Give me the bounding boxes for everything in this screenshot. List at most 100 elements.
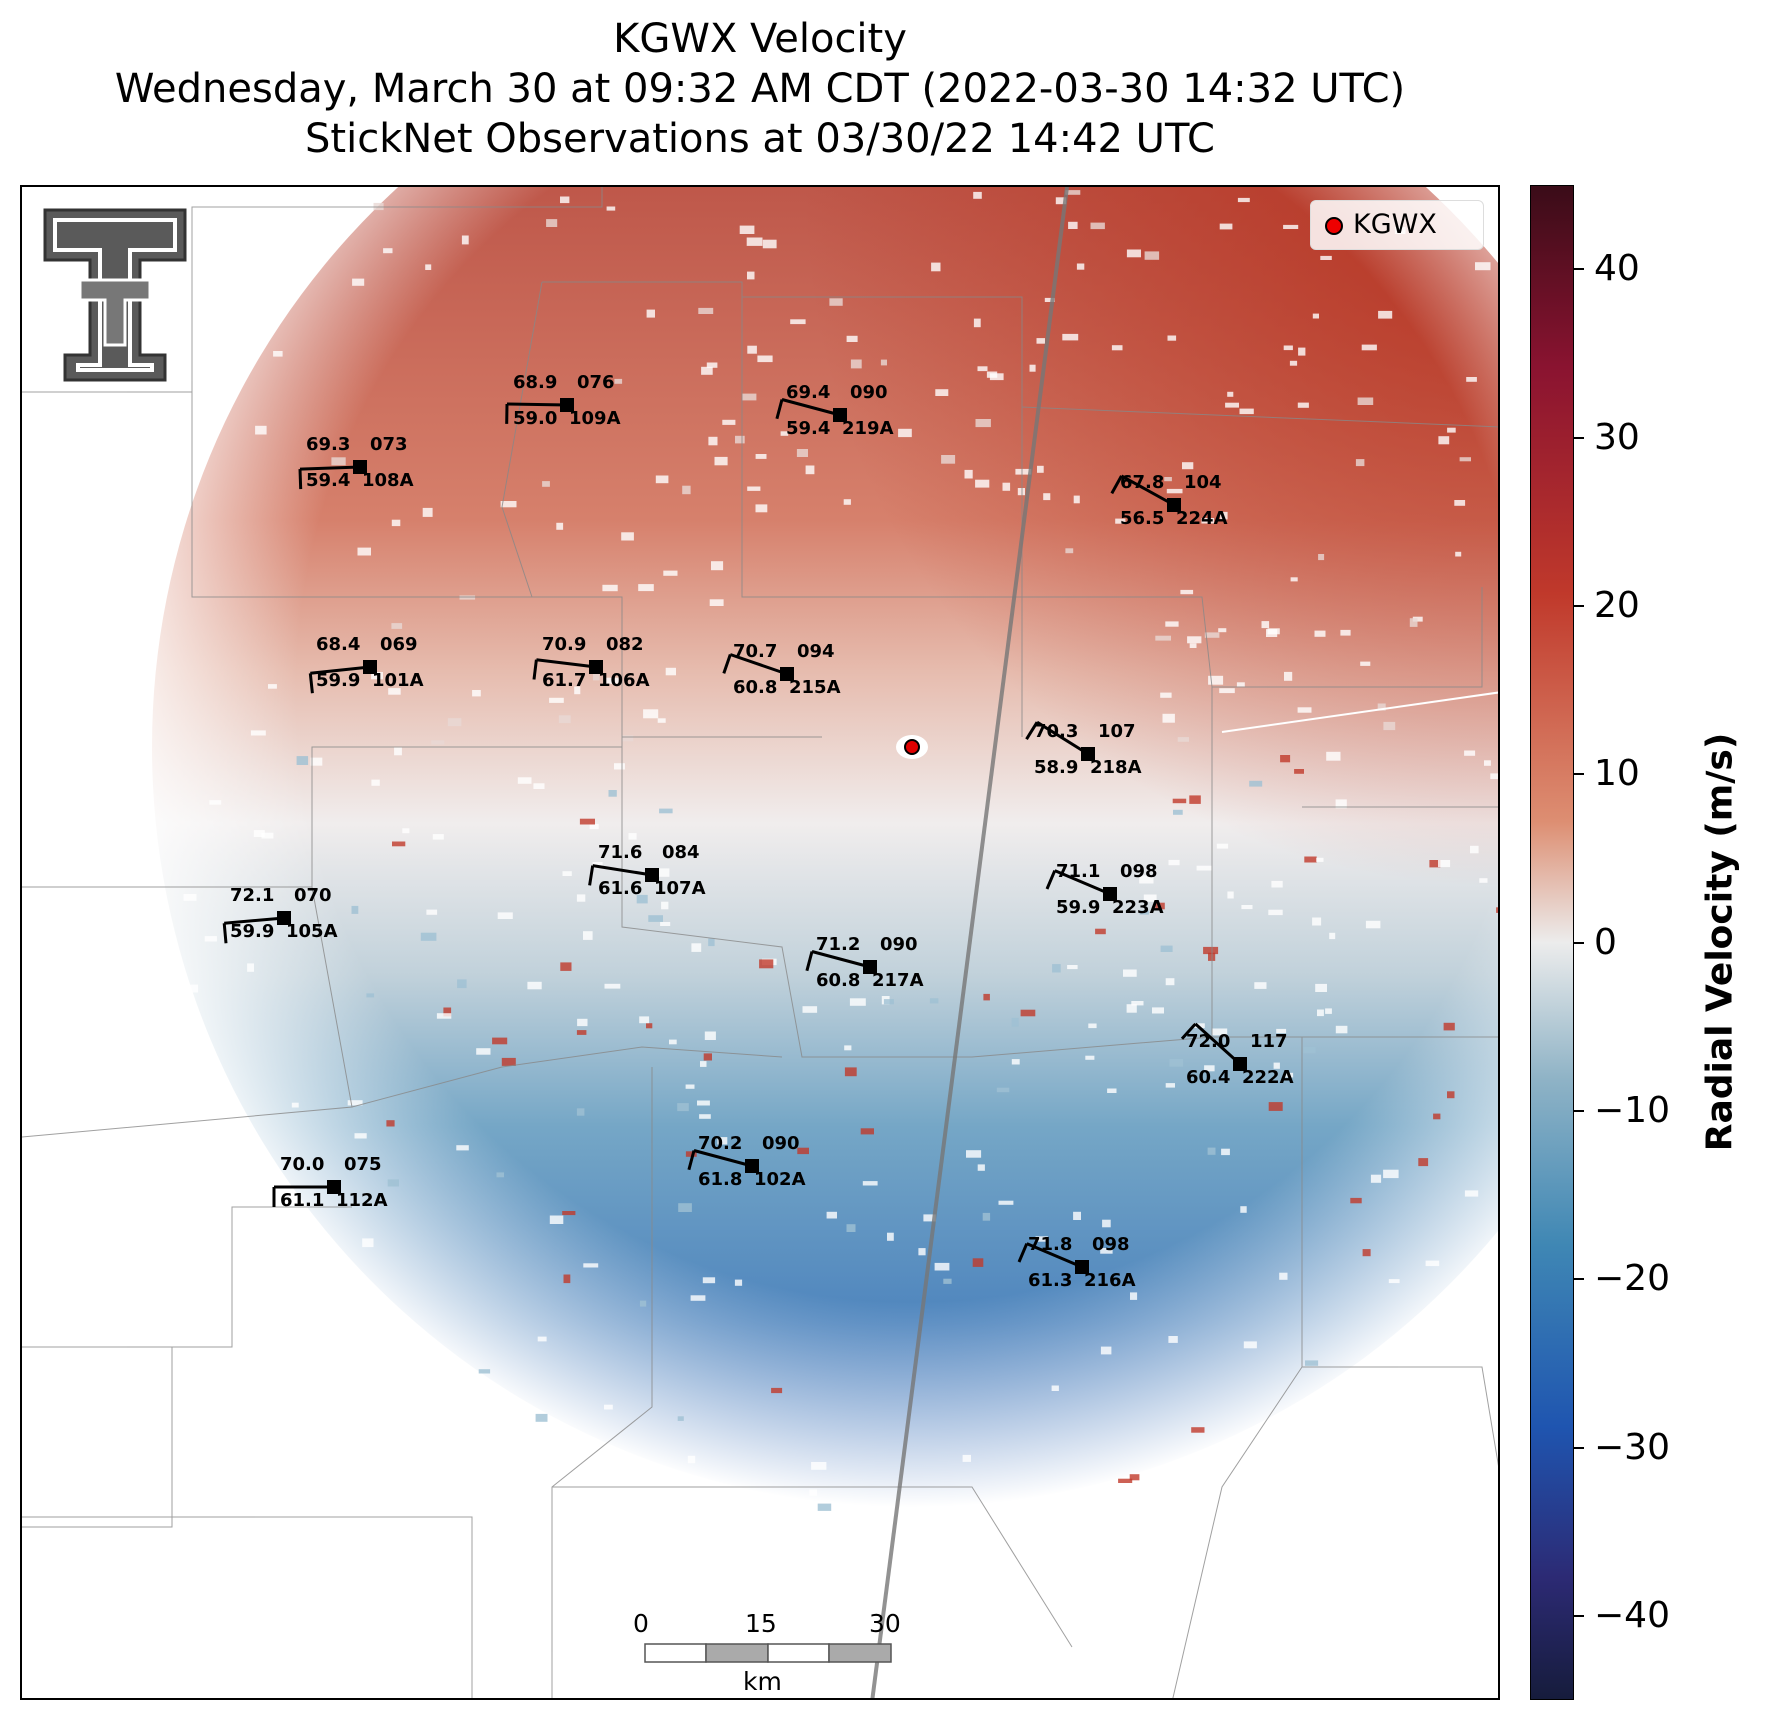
velocity-speckle bbox=[273, 351, 283, 357]
velocity-speckle bbox=[711, 561, 724, 571]
velocity-speckle bbox=[1433, 1113, 1441, 1120]
velocity-speckle bbox=[677, 1416, 684, 1421]
station-id: 219A bbox=[842, 418, 894, 439]
velocity-speckle bbox=[1029, 364, 1036, 372]
velocity-speckle bbox=[703, 1053, 712, 1061]
velocity-speckle bbox=[1067, 965, 1078, 970]
velocity-speckle bbox=[1129, 1474, 1140, 1481]
velocity-speckle bbox=[1155, 902, 1165, 910]
velocity-speckle bbox=[802, 1006, 818, 1013]
velocity-speckle bbox=[1177, 737, 1189, 742]
station-marker bbox=[353, 460, 367, 474]
velocity-speckle bbox=[659, 808, 673, 814]
velocity-speckle bbox=[1418, 1158, 1429, 1167]
velocity-speckle bbox=[1144, 251, 1160, 260]
velocity-speckle bbox=[1484, 760, 1491, 766]
velocity-speckle bbox=[843, 499, 851, 505]
velocity-speckle bbox=[977, 1164, 985, 1171]
radar-map[interactable]: 69.3 073 59.4 108A 68.9 076 59.0 109A 69.4 090 59.… bbox=[20, 185, 1500, 1700]
velocity-speckle bbox=[931, 262, 941, 272]
velocity-speckle bbox=[829, 298, 843, 306]
velocity-speckle bbox=[1168, 1336, 1178, 1343]
wind-barb-staff bbox=[729, 653, 788, 676]
velocity-speckle bbox=[1037, 465, 1044, 473]
velocity-speckle bbox=[742, 393, 757, 401]
wind-barb-staff bbox=[1194, 1022, 1242, 1066]
velocity-speckle bbox=[535, 1413, 548, 1422]
velocity-speckle bbox=[250, 730, 266, 736]
station-dewpoint: 56.5 bbox=[1120, 508, 1165, 529]
velocity-speckle bbox=[1479, 878, 1488, 883]
station-id: 224A bbox=[1176, 508, 1228, 529]
velocity-speckle bbox=[1035, 1236, 1048, 1242]
velocity-speckle bbox=[1221, 1148, 1230, 1156]
velocity-speckle bbox=[1065, 548, 1074, 554]
velocity-speckle bbox=[391, 623, 403, 629]
velocity-speckle bbox=[1490, 773, 1498, 780]
velocity-speckle bbox=[1261, 621, 1270, 629]
velocity-speckle bbox=[1165, 978, 1175, 986]
velocity-speckle bbox=[1220, 511, 1228, 520]
velocity-speckle bbox=[478, 1369, 491, 1374]
wind-barb-108A bbox=[298, 460, 367, 490]
velocity-speckle bbox=[1329, 932, 1336, 940]
velocity-speckle bbox=[846, 335, 858, 342]
velocity-speckle bbox=[1370, 1174, 1382, 1183]
velocity-speckle bbox=[621, 532, 634, 541]
wind-barbs bbox=[222, 398, 1247, 1274]
velocity-speckle bbox=[734, 1279, 743, 1286]
velocity-speckle bbox=[347, 1100, 363, 1106]
velocity-speckle bbox=[1095, 928, 1106, 935]
velocity-speckle bbox=[735, 435, 745, 444]
wind-barb-staff bbox=[1120, 474, 1175, 507]
velocity-speckle bbox=[1254, 982, 1267, 989]
velocity-speckle bbox=[1425, 1260, 1440, 1267]
velocity-speckle bbox=[371, 672, 383, 680]
velocity-speckle bbox=[1412, 616, 1423, 622]
velocity-speckle bbox=[1111, 345, 1123, 351]
station-id: 218A bbox=[1090, 757, 1142, 778]
colorbar-tick-label: 10 bbox=[1594, 753, 1640, 795]
velocity-speckle bbox=[1044, 297, 1055, 302]
station-id: 107A bbox=[654, 878, 706, 899]
velocity-speckle bbox=[1496, 907, 1498, 913]
velocity-speckle bbox=[747, 271, 755, 280]
wind-barb-flag bbox=[588, 865, 595, 886]
velocity-speckle bbox=[425, 264, 432, 270]
station-wind-direction: 098 bbox=[1120, 861, 1158, 882]
velocity-speckle bbox=[576, 1108, 585, 1116]
velocity-speckle bbox=[1429, 860, 1441, 868]
colorbar-tick-mark bbox=[1574, 1446, 1584, 1449]
velocity-speckle bbox=[1280, 755, 1291, 763]
velocity-speckle bbox=[790, 319, 806, 325]
colorbar-tick-label: 20 bbox=[1594, 584, 1640, 626]
velocity-speckle bbox=[422, 507, 433, 517]
velocity-speckle bbox=[1065, 190, 1081, 195]
velocity-speckle bbox=[646, 309, 655, 318]
velocity-speckle bbox=[558, 715, 571, 724]
velocity-speckle bbox=[860, 1128, 874, 1135]
velocity-speckle bbox=[1130, 1292, 1138, 1300]
velocity-speckle bbox=[850, 359, 862, 369]
velocity-speckle bbox=[1357, 397, 1374, 405]
velocity-speckle bbox=[844, 1045, 852, 1051]
wind-barb-216A bbox=[1017, 1242, 1089, 1274]
station-temperature: 71.8 bbox=[1028, 1234, 1073, 1255]
velocity-speckle bbox=[1168, 859, 1180, 866]
colorbar-tick-label: 30 bbox=[1594, 416, 1640, 458]
velocity-speckle bbox=[1076, 263, 1085, 270]
velocity-speckle bbox=[699, 1486, 707, 1492]
wind-barb-flag bbox=[308, 673, 314, 694]
velocity-speckle bbox=[883, 999, 894, 1005]
velocity-speckle bbox=[383, 248, 393, 254]
velocity-speckle bbox=[697, 1100, 710, 1106]
velocity-speckle bbox=[1191, 1427, 1205, 1433]
velocity-speckle bbox=[1377, 703, 1386, 711]
wind-barb-staff bbox=[1026, 1242, 1083, 1269]
velocity-speckle bbox=[255, 425, 267, 435]
station-id: 105A bbox=[286, 921, 338, 942]
beam-spike bbox=[1221, 691, 1498, 733]
velocity-speckle bbox=[1466, 377, 1477, 382]
velocity-speckle bbox=[492, 1037, 508, 1045]
wind-barb-staff bbox=[811, 950, 871, 969]
